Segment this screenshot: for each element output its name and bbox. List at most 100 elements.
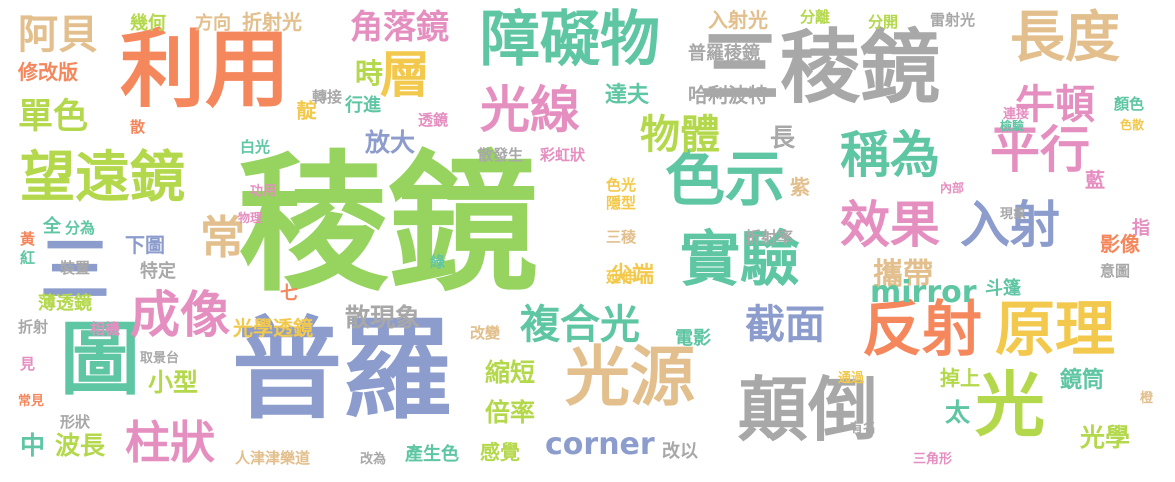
cloud-word: 折射率 xyxy=(745,228,794,247)
cloud-word: 複合光 xyxy=(520,302,640,348)
cloud-word: 達夫 xyxy=(605,83,650,108)
cloud-word: 三 xyxy=(40,229,110,311)
cloud-word: 太 xyxy=(945,398,971,427)
cloud-word: 平行 xyxy=(990,121,1090,179)
cloud-word: 雷射光 xyxy=(930,11,976,29)
cloud-word: 感覺 xyxy=(480,440,520,464)
cloud-word: 指 xyxy=(1132,218,1150,239)
cloud-word: 相機 xyxy=(90,320,121,338)
cloud-word: 分為 xyxy=(65,219,96,237)
cloud-word: 光線 xyxy=(480,81,580,139)
cloud-word: 色光 xyxy=(606,176,637,194)
cloud-word: 全 xyxy=(43,216,61,237)
cloud-word: 延伸 xyxy=(606,268,637,286)
cloud-word: 柱狀 xyxy=(125,416,216,469)
cloud-word: 白光 xyxy=(240,138,271,156)
cloud-word: 攜帶 xyxy=(873,257,933,292)
cloud-word: 折射 xyxy=(18,318,49,336)
cloud-word: 改變 xyxy=(470,324,501,342)
cloud-word: 長度 xyxy=(1010,5,1121,69)
cloud-word: 形狀 xyxy=(60,413,91,431)
cloud-word: 顛倒 xyxy=(738,369,878,451)
cloud-word: 改以 xyxy=(662,441,698,462)
cloud-word: 哈利波特 xyxy=(688,83,768,107)
cloud-word: 光源 xyxy=(565,340,696,415)
cloud-word: 現象 xyxy=(1000,207,1027,222)
cloud-word: 改為 xyxy=(360,452,387,467)
cloud-word: 取景台 xyxy=(140,351,180,366)
cloud-word: 修改版 xyxy=(18,60,78,84)
cloud-word: 散發生 xyxy=(478,146,524,164)
cloud-word: 稱為 xyxy=(840,126,940,184)
cloud-word: 牛頓 xyxy=(1015,82,1095,128)
cloud-word: 橙 xyxy=(1140,391,1154,406)
cloud-word: 成像 xyxy=(130,286,230,344)
cloud-word: 三角形 xyxy=(913,452,953,467)
cloud-word: 功用 xyxy=(250,184,277,199)
cloud-word: 效果 xyxy=(840,196,940,254)
cloud-word: 散現象 xyxy=(345,303,421,332)
cloud-word: 入射 xyxy=(960,196,1060,254)
cloud-word: mirror xyxy=(870,275,977,310)
cloud-word: corner xyxy=(545,427,655,462)
cloud-word: 裝置 xyxy=(60,259,91,277)
cloud-word: 阿貝 xyxy=(18,12,98,58)
cloud-word: 時 xyxy=(355,57,384,90)
cloud-word: 利用 xyxy=(120,21,291,120)
cloud-word: 藍 xyxy=(1085,168,1105,192)
cloud-word: 黃 xyxy=(20,230,36,248)
cloud-word: 入射光 xyxy=(708,8,768,32)
cloud-word: 斗篷 xyxy=(985,278,1021,299)
cloud-word: 連接 xyxy=(1003,107,1030,122)
cloud-word: 特定 xyxy=(140,261,176,282)
cloud-word: 顏色 xyxy=(1114,95,1145,113)
cloud-word: 掉上 xyxy=(940,366,980,390)
cloud-word: 常見 xyxy=(18,394,45,409)
cloud-word: 長 xyxy=(770,123,796,152)
cloud-word: 物理 xyxy=(238,211,263,225)
cloud-word: 角落鏡 xyxy=(350,7,449,46)
cloud-word: 方向 xyxy=(195,13,231,34)
cloud-word: 產生色 xyxy=(405,444,459,465)
cloud-word: 分離 xyxy=(800,8,831,26)
cloud-word: 電影 xyxy=(675,328,711,349)
cloud-word: 截面 xyxy=(745,302,825,348)
cloud-word: 轉接 xyxy=(312,88,343,106)
cloud-word: 彩虹狀 xyxy=(540,146,586,164)
cloud-word: 有名 xyxy=(850,421,877,436)
cloud-word: 物體 xyxy=(640,112,720,158)
cloud-word: 光 xyxy=(975,364,1045,446)
cloud-word: 紫 xyxy=(790,175,810,199)
cloud-word: 影像 xyxy=(1100,232,1140,256)
cloud-word: 透鏡 xyxy=(418,111,449,129)
cloud-word: 光學 xyxy=(1080,423,1131,452)
cloud-word: 望遠鏡 xyxy=(20,145,186,209)
cloud-word: 色散 xyxy=(1120,118,1145,132)
cloud-word: 意圖 xyxy=(1100,262,1131,280)
cloud-word: 倍率 xyxy=(485,398,536,427)
cloud-word: 下圖 xyxy=(125,233,165,257)
cloud-word: 幾何 xyxy=(130,13,166,34)
cloud-word: 波長 xyxy=(55,431,106,460)
cloud-word: 人津津樂道 xyxy=(235,449,311,467)
cloud-word: 分開 xyxy=(868,13,899,31)
cloud-word: 紅 xyxy=(20,249,36,267)
cloud-word: 色示 xyxy=(665,145,785,215)
cloud-word: 層 xyxy=(380,46,430,104)
cloud-word: 散 xyxy=(130,118,146,136)
cloud-word: 隱型 xyxy=(606,194,637,212)
cloud-word: 縮短 xyxy=(485,358,536,387)
cloud-word: 見 xyxy=(20,355,36,373)
cloud-word: 普羅 xyxy=(232,306,452,434)
cloud-word: 反射 xyxy=(862,295,982,365)
cloud-word: 薄透鏡 xyxy=(38,293,92,314)
cloud-word: 三稜鏡 xyxy=(700,21,940,114)
cloud-word: 單色 xyxy=(18,97,89,137)
cloud-word: 光學透鏡 xyxy=(233,316,313,340)
cloud-word: 檢驗 xyxy=(1000,119,1025,133)
cloud-word: 內部 xyxy=(940,181,965,195)
cloud-word: 中 xyxy=(20,431,46,460)
cloud-word: 三稜 xyxy=(606,228,637,246)
cloud-word: 常 xyxy=(200,211,246,264)
